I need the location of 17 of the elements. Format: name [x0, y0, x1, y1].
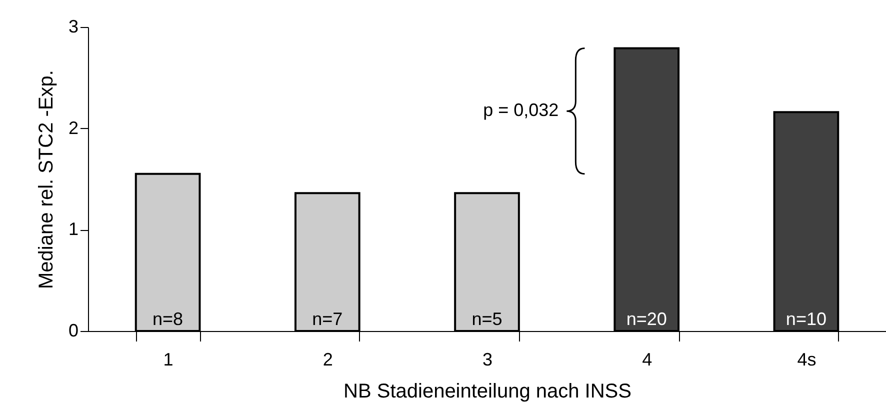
x-tick-label: 4	[642, 350, 652, 370]
x-tick-label: 1	[163, 350, 174, 370]
annotation: p = 0,032	[483, 100, 559, 120]
y-axis-title: Mediane rel. STC2 -Exp.	[35, 70, 58, 289]
annotation: n=5	[472, 309, 502, 329]
annotation: n=20	[626, 309, 667, 329]
annotation: n=8	[152, 309, 184, 329]
y-tick-label: 2	[68, 118, 78, 138]
x-axis-title: NB Stadieneinteilung nach INSS	[344, 380, 632, 402]
annotation: n=7	[312, 309, 343, 329]
annotation: n=10	[786, 309, 826, 329]
y-tick-label: 1	[68, 219, 78, 240]
x-tick-label: 3	[482, 350, 493, 370]
y-tick-label: 0	[68, 320, 78, 340]
y-tick-label: 3	[68, 16, 78, 36]
x-tick-label: 2	[322, 350, 333, 370]
x-tick-label: 4s	[797, 350, 816, 370]
